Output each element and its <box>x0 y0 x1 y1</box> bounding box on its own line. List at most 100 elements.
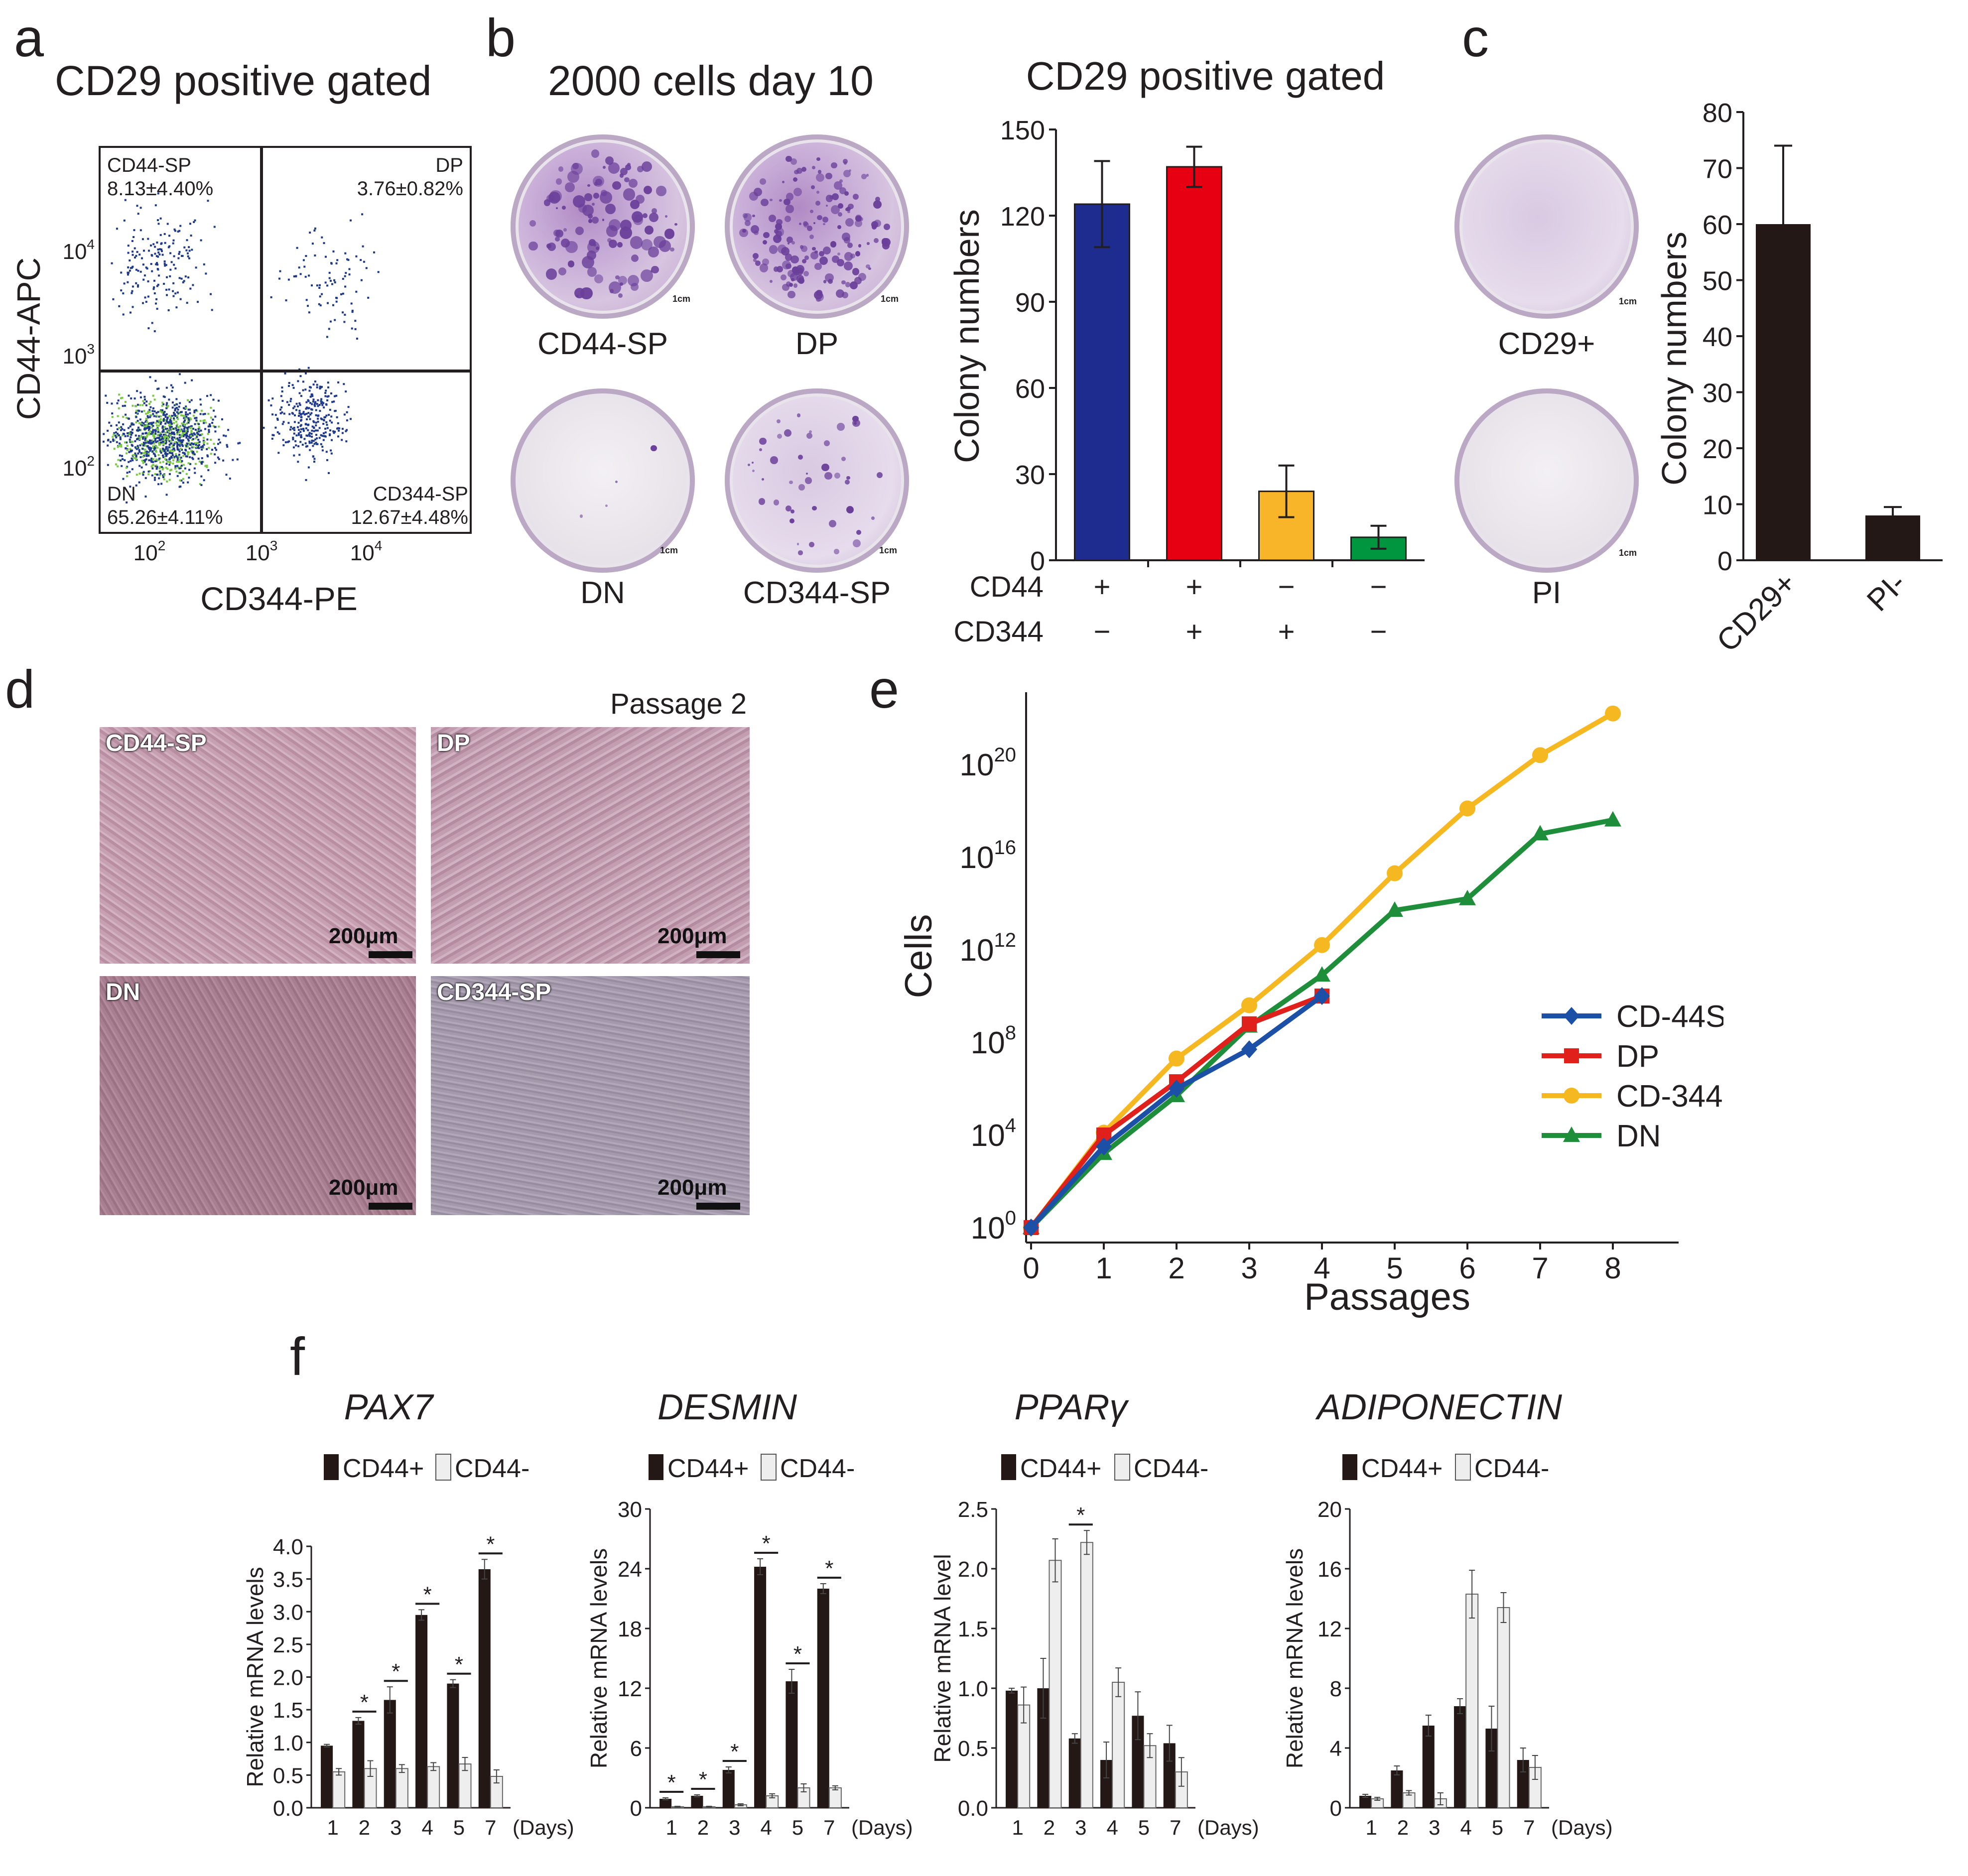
flow-dot <box>183 452 186 454</box>
flow-dot <box>307 305 309 307</box>
flow-dot <box>153 410 156 412</box>
flow-dot <box>342 277 344 280</box>
flow-dot <box>148 470 151 473</box>
flow-dot <box>139 404 141 406</box>
flow-dot <box>208 423 211 426</box>
colony-dot <box>842 232 850 241</box>
flow-dot <box>177 408 179 411</box>
flow-dot <box>170 428 173 430</box>
chart-b-y-axis-label: Colony numbers <box>947 209 986 463</box>
flow-dot <box>274 426 277 429</box>
flow-dot <box>300 434 302 436</box>
panel-label-b: b <box>486 7 516 68</box>
flow-dot <box>141 456 144 458</box>
flow-dot <box>302 411 305 413</box>
qpcr-bar-cd44-positive <box>384 1700 396 1808</box>
flow-dot <box>311 393 313 396</box>
flow-dot <box>304 413 306 416</box>
flow-dot <box>319 304 322 307</box>
flow-dot <box>190 436 192 438</box>
colony-dot <box>843 159 848 164</box>
flow-dot <box>155 414 158 417</box>
flow-dot <box>214 430 217 433</box>
flow-dot <box>116 402 119 404</box>
colony-dot <box>837 252 841 256</box>
flow-dot <box>292 436 294 439</box>
flow-dot <box>336 259 339 261</box>
flow-dot <box>150 422 152 424</box>
quadrant-ll-value: 65.26±4.11% <box>107 506 223 528</box>
flow-dot <box>287 278 290 281</box>
flow-dot <box>173 414 175 416</box>
flow-dot <box>293 421 296 423</box>
flow-dot <box>146 415 149 417</box>
flow-dot <box>189 443 192 446</box>
flow-dot <box>187 421 190 424</box>
flow-dot <box>156 446 159 449</box>
flow-dot <box>183 280 185 282</box>
flow-dot <box>157 283 159 286</box>
flow-dot <box>106 401 109 404</box>
flow-dot <box>147 416 149 419</box>
flow-dot <box>183 417 185 419</box>
flow-dot <box>351 311 354 313</box>
colony-dot <box>852 268 859 275</box>
chart-e-point <box>1241 997 1257 1013</box>
flow-dot <box>172 282 175 284</box>
flow-dot <box>193 432 195 435</box>
flow-dot <box>142 471 145 473</box>
flow-dot <box>190 431 193 433</box>
colony-dot <box>830 205 840 214</box>
flow-dot <box>319 385 321 388</box>
flow-dot <box>154 246 156 248</box>
chart-c-y-tick-label: 60 <box>1703 210 1732 240</box>
flow-dot <box>127 251 130 254</box>
flow-dot <box>155 458 157 461</box>
flow-dot <box>355 255 358 257</box>
flow-dot <box>192 443 195 445</box>
colony-dot <box>618 276 627 285</box>
flow-dot <box>196 436 198 438</box>
flow-dot <box>302 380 304 383</box>
flow-dot <box>186 430 189 433</box>
flow-dot <box>334 409 337 412</box>
flow-dot <box>165 494 168 496</box>
flow-dot <box>321 449 324 452</box>
flow-dot <box>305 255 307 257</box>
flow-dot <box>305 412 308 415</box>
flow-dot <box>344 275 346 277</box>
flow-dot <box>159 234 162 236</box>
flow-dot <box>163 262 166 265</box>
chart-e-y-tick-exp: 20 <box>994 744 1017 766</box>
qpcr-bar-cd44-positive <box>447 1683 459 1808</box>
flow-dot <box>304 275 307 278</box>
flow-dot <box>331 439 333 441</box>
flow-dot <box>327 302 329 304</box>
flow-dot <box>156 474 158 476</box>
flow-dot <box>182 430 184 432</box>
flow-dot <box>187 408 190 411</box>
flow-dot <box>121 428 124 430</box>
flow-dot <box>183 415 186 418</box>
colony-dot <box>670 247 674 252</box>
colony-dot <box>790 509 795 514</box>
flow-dot <box>298 429 300 431</box>
flow-dot <box>152 394 154 397</box>
flow-dot <box>362 245 364 248</box>
flow-dot <box>124 441 127 444</box>
flow-dot <box>183 421 185 423</box>
colony-dot <box>801 166 807 172</box>
quadrant-ul-value: 8.13±4.40% <box>107 178 213 200</box>
flow-dot <box>164 422 167 425</box>
flow-dot <box>329 429 332 432</box>
flow-dot <box>297 380 299 382</box>
flow-dot <box>299 404 301 406</box>
flow-dot <box>166 276 168 278</box>
flow-dot <box>159 474 161 477</box>
flow-dot <box>373 251 375 253</box>
flow-dot <box>119 442 121 445</box>
flow-dot <box>162 414 165 416</box>
flow-dot <box>297 405 299 407</box>
flow-dot <box>280 395 282 397</box>
